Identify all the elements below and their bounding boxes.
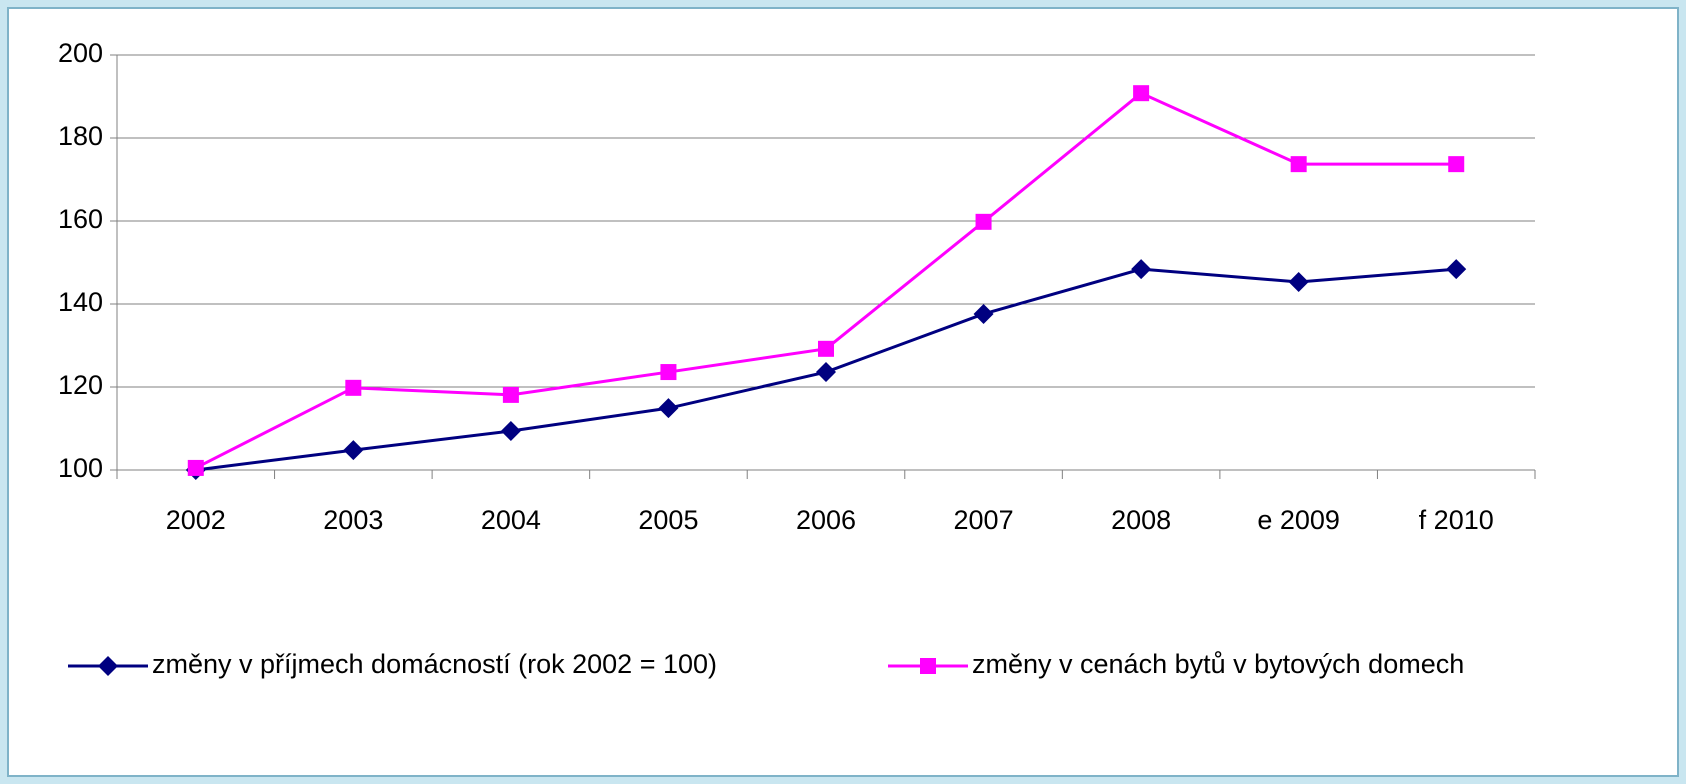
x-tick-label: 2008 (1111, 505, 1171, 535)
marker (1288, 272, 1309, 293)
x-tick-label: 2003 (323, 505, 383, 535)
marker (1133, 85, 1150, 102)
marker (345, 379, 362, 396)
marker (1448, 156, 1465, 173)
y-tick-label: 120 (58, 370, 103, 400)
x-tick-label: 2006 (796, 505, 856, 535)
marker (187, 459, 204, 476)
marker (98, 656, 118, 676)
x-tick-label: 2004 (481, 505, 541, 535)
marker (818, 340, 834, 357)
marker (658, 398, 679, 419)
legend-label: změny v cenách bytů v bytových domech (972, 649, 1464, 679)
x-tick-label: 2002 (166, 505, 226, 535)
x-tick-label: 2007 (954, 505, 1014, 535)
x-tick-label: 2005 (638, 505, 698, 535)
marker (1131, 259, 1152, 280)
marker (975, 213, 992, 230)
marker (500, 420, 521, 441)
marker (973, 303, 994, 324)
y-tick-label: 160 (58, 204, 103, 234)
y-tick-label: 100 (58, 453, 103, 483)
x-tick-label: e 2009 (1257, 505, 1340, 535)
y-tick-label: 140 (58, 287, 103, 317)
y-tick-label: 200 (58, 38, 103, 68)
marker (816, 362, 836, 383)
marker (1446, 259, 1467, 280)
x-tick-label: f 2010 (1419, 505, 1494, 535)
legend-label: změny v příjmech domácností (rok 2002 = … (152, 649, 717, 679)
marker (660, 364, 677, 381)
chart-frame (7, 7, 1679, 777)
y-tick-label: 180 (58, 121, 103, 151)
marker (502, 386, 519, 403)
marker (1290, 156, 1307, 173)
marker (343, 440, 364, 461)
marker (920, 658, 936, 674)
